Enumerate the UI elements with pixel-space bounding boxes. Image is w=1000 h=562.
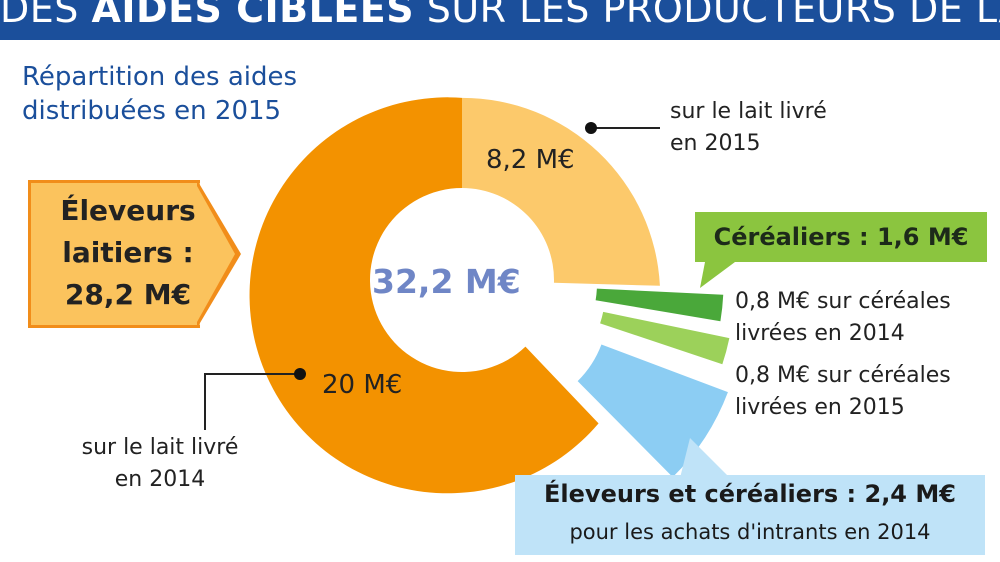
slice-value-label-lait-2014: 20 M€ <box>322 370 403 400</box>
eleveurs-laitiers-callout-text: Éleveurs laitiers : 28,2 M€ <box>28 190 228 316</box>
eleveurs-cerealiers-callout-box <box>515 475 985 555</box>
slice-value-label-lait-2015: 8,2 M€ <box>486 145 575 175</box>
leader-lait-2015-dot <box>585 122 597 134</box>
chart-subtitle: Répartition des aides distribuées en 201… <box>22 60 352 128</box>
label-lait-2014-line-2: en 2014 <box>114 467 206 492</box>
subtitle-line-2: distribuées en 2015 <box>22 96 282 126</box>
label-cereales-2015-line-2: livrées en 2015 <box>735 395 905 420</box>
leader-lait-2014-dot <box>294 368 306 380</box>
eleveurs-laitiers-callout-box <box>28 180 200 328</box>
eleveurs-laitiers-line-2: laitiers : <box>62 236 194 269</box>
eleveurs-laitiers-line-3: 28,2 M€ <box>64 278 192 311</box>
label-cereales-2015: 0,8 M€ sur céréales livrées en 2015 <box>735 360 951 424</box>
eleveurs-cerealiers-callout-pointer <box>680 438 730 478</box>
donut-center-total: 32,2 M€ <box>372 262 521 301</box>
label-cereales-2014-line-2: livrées en 2014 <box>735 321 905 346</box>
label-lait-2014: sur le lait livré en 2014 <box>70 432 250 496</box>
banner-title-end: SUR LES PRODUCTEURS DE LAIT <box>414 0 1000 31</box>
title-banner: DES AIDES CIBLÉES SUR LES PRODUCTEURS DE… <box>0 0 1000 40</box>
slice-lait-2015 <box>462 97 660 286</box>
banner-title: DES AIDES CIBLÉES SUR LES PRODUCTEURS DE… <box>0 0 1000 32</box>
slice-cereales-2014 <box>595 288 724 322</box>
label-cereales-2014-line-1: 0,8 M€ sur céréales <box>735 289 951 314</box>
eleveurs-laitiers-callout-arrow-fill <box>197 186 235 322</box>
cerealiers-callout-text: Céréaliers : 1,6 M€ <box>713 223 969 251</box>
slice-lait-2014 <box>249 97 599 494</box>
label-lait-2015-line-1: sur le lait livré <box>670 99 827 124</box>
banner-title-bold: AIDES CIBLÉES <box>91 0 415 31</box>
leader-lait-2014-line <box>204 373 300 430</box>
banner-title-start: DES <box>0 0 92 31</box>
label-lait-2014-line-1: sur le lait livré <box>81 435 239 460</box>
subtitle-line-1: Répartition des aides <box>22 62 298 92</box>
cerealiers-callout-box <box>695 212 987 262</box>
eleveurs-laitiers-line-1: Éleveurs <box>60 194 196 227</box>
label-lait-2015-line-2: en 2015 <box>670 131 761 156</box>
label-cereales-2015-line-1: 0,8 M€ sur céréales <box>735 363 951 388</box>
eleveurs-cerealiers-title: Éleveurs et céréaliers : 2,4 M€ <box>544 480 956 508</box>
label-lait-2015: sur le lait livré en 2015 <box>670 96 827 160</box>
cerealiers-callout-pointer <box>700 262 735 288</box>
label-cereales-2014: 0,8 M€ sur céréales livrées en 2014 <box>735 286 951 350</box>
eleveurs-cerealiers-subtitle: pour les achats d'intrants en 2014 <box>569 520 931 544</box>
slice-cereales-2015 <box>600 311 730 365</box>
